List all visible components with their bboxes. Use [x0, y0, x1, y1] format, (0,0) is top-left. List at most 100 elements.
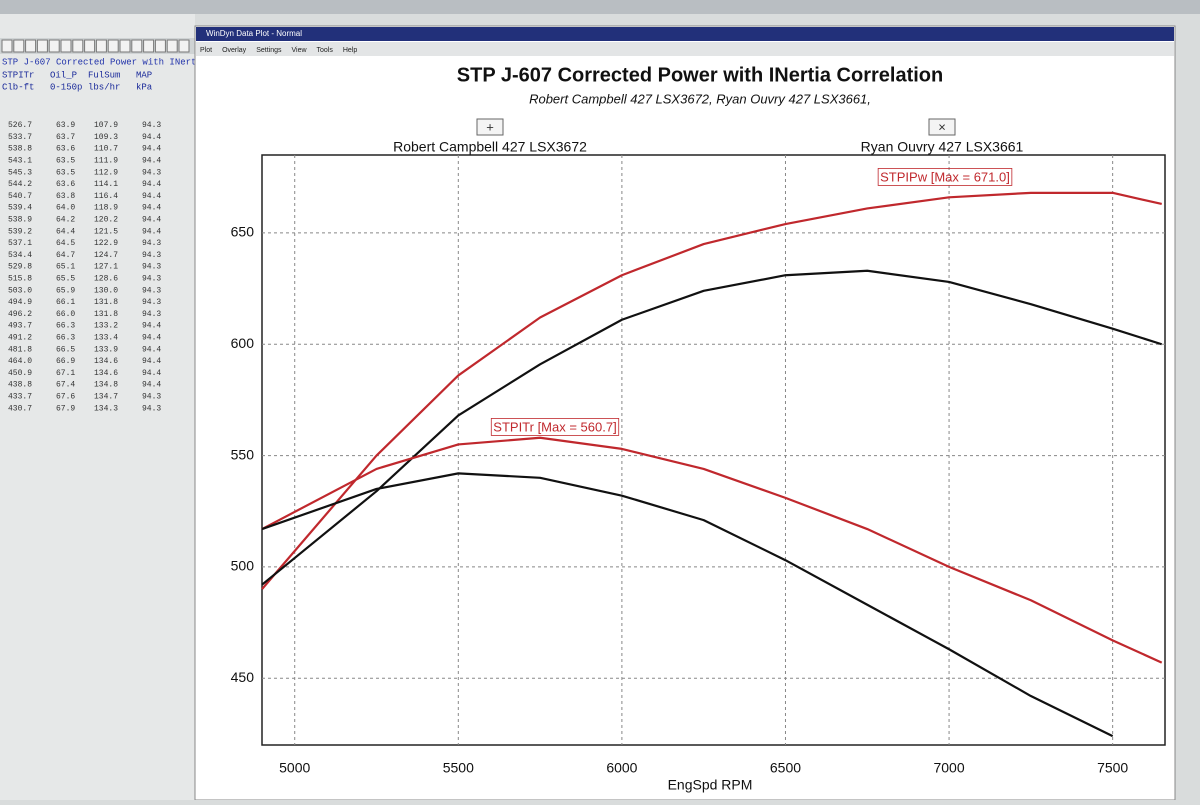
table-cell: 133.4 [94, 334, 118, 343]
table-cell: 94.3 [142, 263, 161, 272]
table-cell: 94.3 [142, 298, 161, 307]
legend-label: Robert Campbell 427 LSX3672 [393, 139, 587, 155]
table-cell: 544.2 [8, 180, 32, 189]
table-cell: 94.4 [142, 216, 161, 225]
table-cell: 133.2 [94, 322, 118, 331]
toolbar-button[interactable] [119, 39, 131, 53]
series-line [261, 191, 1162, 590]
table-cell: 64.4 [56, 227, 75, 236]
toolbar-button[interactable] [166, 39, 178, 53]
table-cell: 134.6 [94, 369, 118, 378]
table-cell: 131.8 [94, 298, 118, 307]
column-header: Oil_P [50, 70, 77, 80]
table-cell: 111.9 [94, 157, 118, 166]
toolbar-button[interactable] [48, 39, 60, 53]
table-cell: 107.9 [94, 121, 118, 130]
table-cell: 94.3 [142, 121, 161, 130]
table-cell: 66.3 [56, 322, 75, 331]
toolbar-button[interactable] [36, 39, 48, 53]
x-tick-label: 7500 [1097, 760, 1128, 776]
table-cell: 94.4 [142, 180, 161, 189]
window-title: WinDyn Data Plot - Normal [206, 29, 302, 38]
table-cell: 67.1 [56, 369, 75, 378]
table-cell: 66.5 [56, 345, 75, 354]
table-cell: 538.9 [8, 216, 32, 225]
toolbar-button[interactable] [178, 39, 190, 53]
toolbar-button[interactable] [107, 39, 119, 53]
table-cell: 94.3 [142, 251, 161, 260]
table-cell: 539.2 [8, 227, 32, 236]
table-cell: 131.8 [94, 310, 118, 319]
table-cell: 63.6 [56, 180, 75, 189]
table-cell: 64.7 [56, 251, 75, 260]
column-header: STPITr [2, 70, 34, 80]
curve-label-box [490, 418, 620, 436]
chart-title: STP J-607 Corrected Power with INertia C… [457, 64, 943, 86]
table-cell: 94.3 [142, 286, 161, 295]
y-tick-label: 650 [231, 224, 255, 240]
table-cell: 66.0 [56, 310, 75, 319]
table-cell: 491.2 [8, 334, 32, 343]
toolbar-button[interactable] [131, 39, 143, 53]
toolbar-button[interactable] [1, 39, 13, 53]
table-cell: 540.7 [8, 192, 32, 201]
table-cell: 94.4 [142, 204, 161, 213]
toolbar-button[interactable] [60, 39, 72, 53]
table-cell: 134.7 [94, 393, 118, 402]
column-header: 0-150p [50, 82, 82, 92]
toolbar-button[interactable] [13, 39, 25, 53]
table-cell: 545.3 [8, 168, 32, 177]
toolbar-button[interactable] [154, 39, 166, 53]
table-cell: 63.8 [56, 192, 75, 201]
menu-item[interactable]: Overlay [222, 47, 247, 54]
table-cell: 64.0 [56, 204, 75, 213]
table-cell: 133.9 [94, 345, 118, 354]
table-cell: 63.7 [56, 133, 75, 142]
table-cell: 464.0 [8, 357, 32, 366]
table-cell: 67.4 [56, 381, 75, 390]
menu-item[interactable]: Settings [256, 47, 282, 54]
table-cell: 124.7 [94, 251, 118, 260]
table-cell: 67.6 [56, 393, 75, 402]
plot-area [261, 154, 1166, 746]
table-cell: 430.7 [8, 404, 32, 413]
menu-item[interactable]: Help [343, 47, 358, 54]
table-cell: 450.9 [8, 369, 32, 378]
series-line [261, 436, 1163, 664]
table-cell: 94.3 [142, 275, 161, 284]
menu-item[interactable]: View [291, 47, 307, 54]
y-tick-label: 500 [231, 558, 255, 574]
table-cell: 94.4 [142, 322, 161, 331]
x-tick-label: 5500 [443, 760, 474, 776]
x-tick-label: 6500 [770, 760, 801, 776]
table-cell: 66.3 [56, 334, 75, 343]
legend-box [476, 118, 504, 136]
y-tick-label: 450 [231, 669, 255, 685]
table-cell: 94.4 [142, 192, 161, 201]
side-table: STPITr Clb-ft Oil_P 0-150p FulSum lbs/hr MAP kP… [2, 70, 161, 413]
side-panel [0, 14, 195, 800]
toolbar-button[interactable] [72, 39, 84, 53]
table-cell: 65.9 [56, 286, 75, 295]
menu[interactable]: Plot Overlay Settings View Tools Help [200, 47, 357, 54]
column-header: kPa [136, 82, 153, 92]
x-tick-label: 7000 [933, 760, 964, 776]
table-cell: 64.2 [56, 216, 75, 225]
table-cell: 65.5 [56, 275, 75, 284]
toolbar-button[interactable] [95, 39, 107, 53]
table-cell: 122.9 [94, 239, 118, 248]
table-cell: 526.7 [8, 121, 32, 130]
table-cell: 481.8 [8, 345, 32, 354]
table-cell: 534.4 [8, 251, 32, 260]
menu-item[interactable]: Tools [317, 47, 334, 54]
table-cell: 94.4 [142, 357, 161, 366]
table-cell: 109.3 [94, 133, 118, 142]
menu-item[interactable]: Plot [200, 47, 212, 54]
toolbar-button[interactable] [143, 39, 155, 53]
curve-label: STPIPw [Max = 671.0] [880, 169, 1010, 184]
toolbar-button[interactable] [25, 39, 37, 53]
x-tick-label: 5000 [279, 760, 310, 776]
toolbar-button[interactable] [84, 39, 96, 53]
table-cell: 94.4 [142, 334, 161, 343]
